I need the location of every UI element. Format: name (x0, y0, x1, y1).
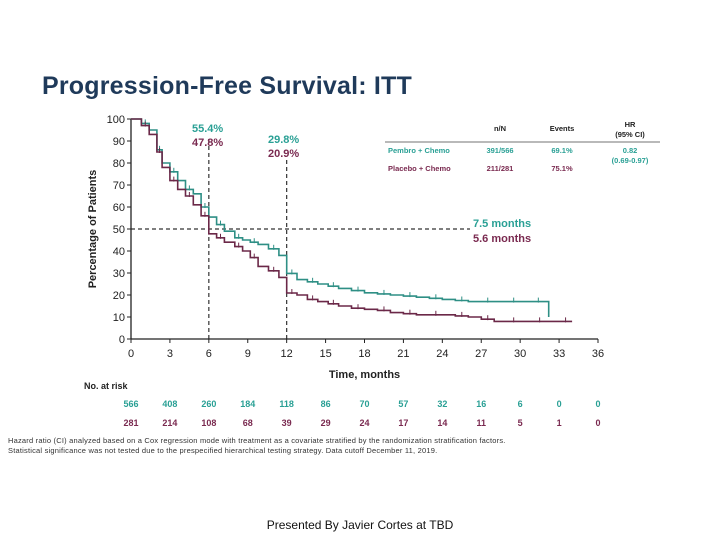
at-risk-pembro: 86 (321, 399, 331, 409)
pembro-chemo-curve (131, 118, 550, 317)
y-tick-label: 100 (107, 114, 125, 126)
at-risk-placebo: 1 (557, 418, 562, 428)
at-risk-placebo: 5 (518, 418, 523, 428)
footnote-line-2: Statistical significance was not tested … (8, 446, 438, 455)
at-risk-placebo: 29 (321, 418, 331, 428)
annotation-undefined: 20.9% (268, 148, 299, 160)
annotation-undefined: 55.4% (192, 123, 223, 135)
x-tick-label: 36 (592, 348, 604, 360)
legend-ci-value: (0.69-0.97) (612, 156, 649, 165)
x-tick-label: 9 (245, 348, 251, 360)
placebo-chemo-curve (131, 118, 573, 323)
at-risk-placebo: 11 (476, 418, 486, 428)
at-risk-placebo: 14 (437, 418, 447, 428)
annotation-median: 5.6 months (473, 233, 531, 245)
slide-title: Progression-Free Survival: ITT (42, 72, 412, 100)
at-risk-pembro: 6 (518, 399, 523, 409)
x-tick-label: 33 (553, 348, 565, 360)
legend-row-events: 75.1% (551, 164, 573, 173)
x-tick-label: 21 (397, 348, 409, 360)
at-risk-pembro: 184 (240, 399, 255, 409)
at-risk-pembro: 408 (162, 399, 177, 409)
at-risk-pembro: 566 (123, 399, 138, 409)
x-tick-label: 30 (514, 348, 526, 360)
legend-row-nN: 391/566 (486, 146, 513, 155)
x-tick-label: 6 (206, 348, 212, 360)
x-tick-label: 18 (358, 348, 370, 360)
y-tick-label: 20 (113, 290, 125, 302)
at-risk-placebo: 281 (123, 418, 138, 428)
at-risk-pembro: 57 (398, 399, 408, 409)
at-risk-placebo: 17 (398, 418, 408, 428)
survival-curves (131, 118, 573, 323)
y-tick-label: 50 (113, 224, 125, 236)
annotation-median: 7.5 months (473, 218, 531, 230)
annotations: 55.4% 47.8% 29.8% 20.9% 7.5 months 5.6 months (192, 123, 531, 245)
at-risk-placebo: 0 (595, 418, 600, 428)
x-tick-label: 0 (128, 348, 134, 360)
x-tick-label: 24 (436, 348, 448, 360)
y-tick-label: 40 (113, 246, 125, 258)
at-risk-pembro: 32 (437, 399, 447, 409)
legend-table: n/N Events HR(95% CI) Pembro + Chemo 391/566… (385, 120, 660, 173)
y-tick-label: 30 (113, 268, 125, 280)
at-risk-pembro: 260 (201, 399, 216, 409)
y-tick-label: 10 (113, 312, 125, 324)
legend-header-events: Events (550, 124, 575, 133)
presenter-footer: Presented By Javier Cortes at TBD (266, 518, 454, 532)
at-risk-pembro: 0 (595, 399, 600, 409)
at-risk-placebo: 214 (162, 418, 177, 428)
footnote: Hazard ratio (CI) analyzed based on a Co… (8, 436, 506, 456)
y-tick-label: 80 (113, 158, 125, 170)
legend-hr-value: 0.82 (623, 146, 638, 155)
y-tick-label: 60 (113, 202, 125, 214)
at-risk-table: No. at risk 566 281 408 214 260 108 184 68 118 39 8… (84, 381, 601, 428)
at-risk-pembro: 118 (279, 399, 294, 409)
at-risk-label: No. at risk (84, 381, 129, 391)
x-tick-label: 27 (475, 348, 487, 360)
at-risk-pembro: 70 (359, 399, 369, 409)
x-tick-label: 12 (281, 348, 293, 360)
annotation-undefined: 47.8% (192, 137, 223, 149)
at-risk-placebo: 39 (282, 418, 292, 428)
annotation-undefined: 29.8% (268, 134, 299, 146)
legend-row-events: 69.1% (551, 146, 573, 155)
y-tick-label: 0 (119, 334, 125, 346)
y-axis-title: Percentage of Patients (87, 170, 99, 289)
at-risk-pembro: 16 (476, 399, 486, 409)
legend-row-label: Pembro + Chemo (388, 146, 450, 155)
legend-header-nN: n/N (494, 124, 506, 133)
legend-row-label: Placebo + Chemo (388, 164, 451, 173)
x-tick-label: 3 (167, 348, 173, 360)
legend-row-nN: 211/281 (487, 164, 514, 173)
x-axis-title: Time, months (329, 369, 400, 381)
legend-header-ci: (95% CI) (615, 130, 645, 139)
legend-header-hr: HR (625, 120, 636, 129)
footnote-line-1: Hazard ratio (CI) analyzed based on a Co… (8, 436, 506, 445)
at-risk-placebo: 68 (243, 418, 253, 428)
at-risk-pembro: 0 (557, 399, 562, 409)
y-tick-label: 90 (113, 136, 125, 148)
reference-lines (131, 138, 470, 339)
at-risk-placebo: 108 (201, 418, 216, 428)
y-tick-label: 70 (113, 180, 125, 192)
at-risk-placebo: 24 (359, 418, 369, 428)
x-tick-label: 15 (319, 348, 331, 360)
